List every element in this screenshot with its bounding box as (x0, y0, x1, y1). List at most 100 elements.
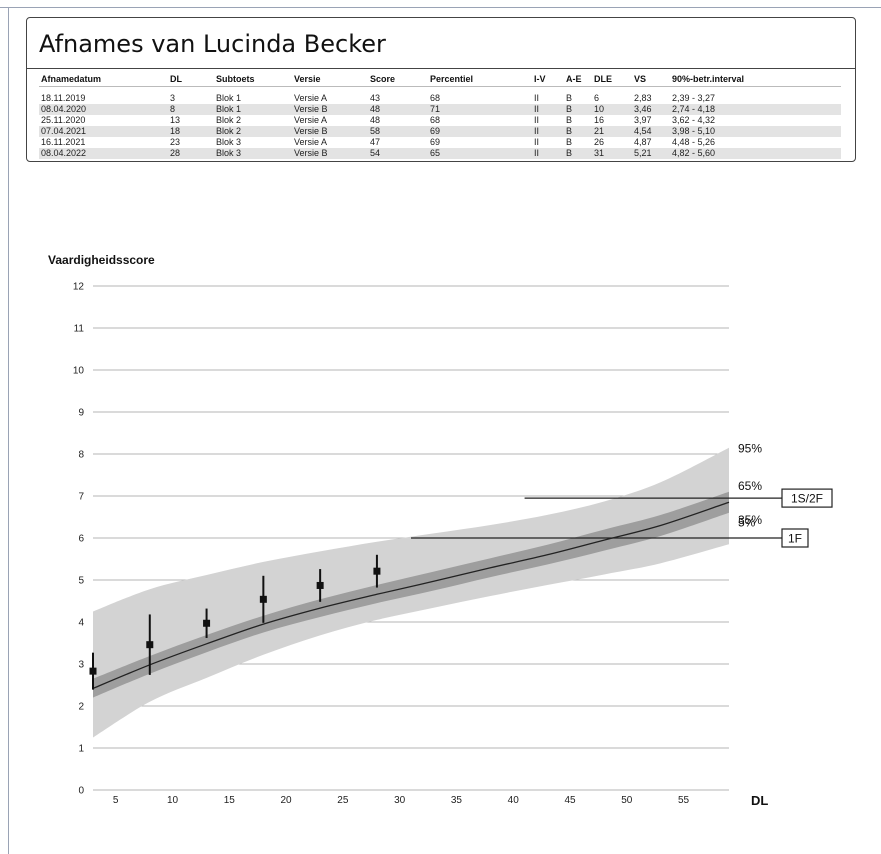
y-tick-label: 0 (78, 786, 84, 797)
data-point (259, 595, 267, 603)
band-35-65 (93, 491, 729, 698)
data-point (146, 641, 154, 649)
table-cell: B (566, 115, 573, 125)
table-cell: 3,98 - 5,10 (670, 126, 841, 137)
table-cell: 43 (370, 93, 381, 103)
y-tick-label: 7 (78, 492, 84, 503)
table-cell: 10 (592, 104, 632, 115)
table-cell: 4,82 - 5,60 (670, 148, 841, 159)
y-tick-label: 5 (78, 576, 84, 587)
table-cell: 25.11.2020 (41, 115, 86, 125)
column-header: DLE (592, 71, 632, 87)
table-cell: Blok 2 (214, 126, 292, 137)
table-cell: Versie A (294, 115, 328, 125)
y-tick-label: 3 (78, 660, 84, 671)
table-cell: B (564, 104, 592, 115)
table-cell: Blok 2 (216, 115, 242, 125)
table-cell: 21 (592, 126, 632, 137)
table-cell: 5,21 (632, 148, 670, 159)
y-tick-label: 12 (73, 282, 85, 293)
table-cell: II (534, 115, 540, 125)
table-cell: 47 (370, 137, 381, 147)
column-header: A-E (564, 71, 592, 87)
table-header-row: Afnamedatum DL Subtoets Versie Score Per… (39, 71, 841, 87)
table-row: 08.04.2020 8 Blok 1 Versie B 48 71 II B … (39, 104, 841, 115)
table-cell: 28 (168, 148, 214, 159)
y-tick-label: 10 (73, 366, 85, 377)
x-tick-label: 15 (224, 795, 236, 806)
table-cell: B (564, 126, 592, 137)
table-cell: 26 (594, 137, 605, 147)
table-cell: 08.04.2022 (39, 148, 168, 159)
y-tick-label: 2 (78, 702, 84, 713)
table-row: 08.04.2022 28 Blok 3 Versie B 54 65 II B… (39, 148, 841, 159)
x-tick-label: 45 (564, 795, 576, 806)
x-tick-label: 50 (621, 795, 633, 806)
x-tick-label: 10 (167, 795, 179, 806)
column-header: Percentiel (428, 71, 532, 87)
title-divider (27, 68, 855, 69)
x-tick-label: 20 (281, 795, 293, 806)
table-cell: 2,39 - 3,27 (672, 93, 716, 103)
table-cell: 31 (592, 148, 632, 159)
table-cell: 3 (170, 93, 176, 103)
table-cell: 71 (428, 104, 532, 115)
band-label-95: 95% (738, 442, 762, 456)
table-cell: 2,83 (634, 93, 652, 103)
table-cell: 08.04.2020 (39, 104, 168, 115)
x-tick-label: 35 (451, 795, 463, 806)
table-cell: 8 (168, 104, 214, 115)
report-title: Afnames van Lucinda Becker (39, 30, 386, 58)
table-cell: Blok 1 (214, 104, 292, 115)
table-cell: 23 (170, 137, 181, 147)
column-header: Score (368, 71, 428, 87)
reference-label: 1F (788, 532, 802, 546)
data-point (203, 619, 211, 627)
band-label-65: 65% (738, 479, 762, 493)
x-tick-label: 30 (394, 795, 406, 806)
data-point (89, 667, 97, 675)
table-cell: 54 (368, 148, 428, 159)
reference-label-box (781, 488, 833, 508)
table-cell: Blok 1 (216, 93, 242, 103)
x-tick-label: 55 (678, 795, 690, 806)
table-cell: II (532, 126, 564, 137)
table-cell: II (532, 104, 564, 115)
x-axis-label: DL (751, 793, 768, 808)
table-cell: 4,87 (634, 137, 652, 147)
table-cell: 6 (594, 93, 600, 103)
table-cell: 3,62 - 4,32 (672, 115, 716, 125)
table-cell: 65 (428, 148, 532, 159)
column-header: VS (632, 71, 670, 87)
table-cell: 4,54 (632, 126, 670, 137)
table-cell: 48 (368, 104, 428, 115)
y-tick-label: 6 (78, 534, 84, 545)
table-cell: 4,48 - 5,26 (672, 137, 716, 147)
column-header: Versie (292, 71, 368, 87)
y-tick-label: 4 (78, 618, 84, 629)
frame-left-line (8, 7, 9, 854)
y-axis-label: Vaardigheidsscore (48, 253, 155, 267)
table-cell: 07.04.2021 (39, 126, 168, 137)
table-row: 16.11.2021 23 Blok 3 Versie A 47 69 II B… (39, 137, 841, 148)
table-cell: II (534, 137, 540, 147)
x-tick-label: 25 (337, 795, 349, 806)
table-cell: Versie B (292, 148, 368, 159)
table-cell: 18 (168, 126, 214, 137)
table-row: 07.04.2021 18 Blok 2 Versie B 58 69 II B… (39, 126, 841, 137)
y-tick-label: 1 (78, 744, 84, 755)
table-cell: B (566, 137, 573, 147)
table-cell: 69 (430, 137, 441, 147)
table-cell: Versie A (294, 137, 328, 147)
table-cell: 16.11.2021 (41, 137, 86, 147)
column-header: I-V (532, 71, 564, 87)
column-header: Afnamedatum (39, 71, 168, 87)
y-tick-label: 9 (78, 408, 84, 419)
column-header: Subtoets (214, 71, 292, 87)
table-cell: 58 (368, 126, 428, 137)
table-row: 25.11.2020 13 Blok 2 Versie A 48 68 II B… (39, 115, 841, 126)
table-cell: Versie A (294, 93, 328, 103)
table-cell: Blok 3 (216, 137, 242, 147)
y-tick-label: 11 (74, 324, 85, 335)
